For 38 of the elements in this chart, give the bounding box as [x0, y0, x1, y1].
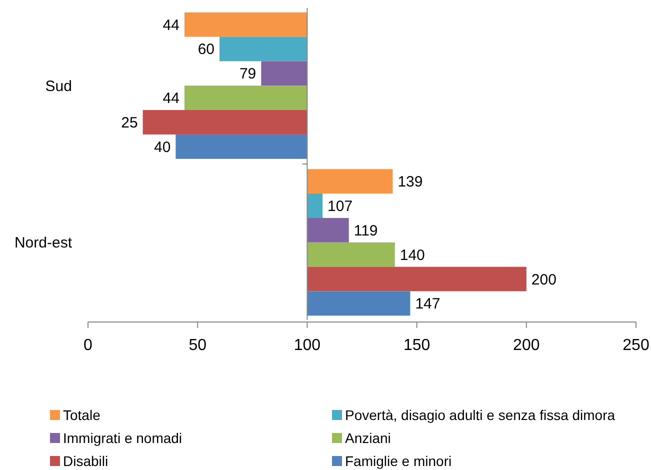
- x-tick-label: 0: [84, 337, 93, 354]
- data-label: 107: [328, 198, 353, 216]
- x-tick-label: 200: [513, 337, 540, 354]
- legend-label: Totale: [63, 406, 101, 423]
- data-label: 200: [531, 271, 556, 288]
- x-tick-label: 100: [294, 337, 321, 354]
- bar: [261, 61, 308, 86]
- bar: [142, 110, 308, 134]
- bar: [176, 134, 308, 159]
- data-label: 79: [239, 66, 256, 83]
- x-tick-label: 50: [188, 337, 207, 354]
- legend-label: Povertà, disagio adulti e senza fissa dimora: [345, 406, 616, 423]
- bar: [220, 36, 308, 62]
- data-label: 119: [354, 222, 378, 240]
- legend-label: Famiglie e minori: [345, 452, 452, 469]
- data-label: 139: [398, 174, 423, 191]
- data-label: 44: [162, 16, 180, 34]
- data-label: 147: [415, 296, 440, 313]
- bar: [184, 86, 308, 110]
- legend-label: Disabili: [63, 452, 108, 469]
- data-label: 40: [154, 138, 171, 156]
- bar: [307, 169, 393, 194]
- bar: [307, 218, 349, 242]
- x-tick-label: 250: [622, 337, 650, 354]
- bar: [307, 291, 410, 316]
- data-label: 60: [198, 41, 215, 58]
- y-tick-label: Nord-est: [14, 234, 73, 252]
- bar: [307, 266, 526, 292]
- x-tick-label: 150: [403, 337, 430, 354]
- data-label: 140: [400, 246, 425, 264]
- data-label: 25: [121, 114, 138, 132]
- bar: [307, 194, 323, 218]
- y-tick-label: Sud: [45, 78, 72, 95]
- bar: [184, 12, 308, 37]
- data-label: 44: [162, 90, 180, 108]
- legend-label: Anziani: [345, 430, 391, 446]
- legend-label: Immigrati e nomadi: [63, 430, 182, 446]
- bar: [307, 242, 395, 267]
